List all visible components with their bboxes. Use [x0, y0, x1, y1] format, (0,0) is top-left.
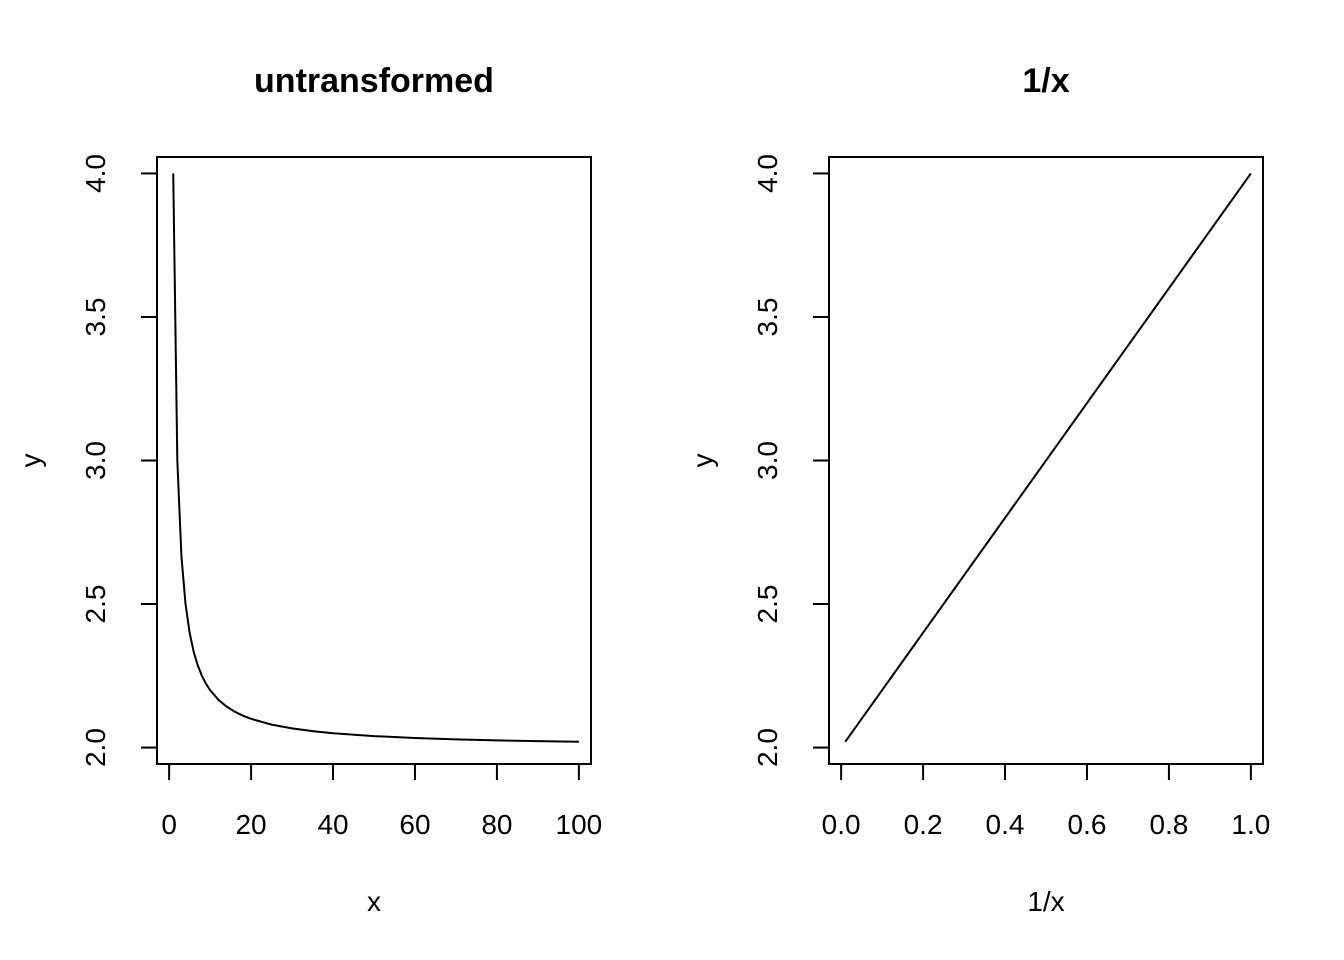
x-tick-label: 60 [399, 809, 430, 840]
y-tick-label: 2.5 [80, 585, 111, 624]
y-tick-label: 2.0 [752, 728, 783, 767]
x-tick-label: 0 [161, 809, 177, 840]
chart-title: untransformed [254, 62, 494, 100]
x-axis-label: 1/x [1027, 886, 1064, 917]
plot-frame [156, 156, 592, 765]
panel-reciprocal: 1/x 0.0 0.2 0.4 0.6 0.8 1.0 2.0 2.5 3.0 3.5 4.0 1… [687, 62, 1270, 917]
y-axis: 2.0 2.5 3.0 3.5 4.0 [752, 154, 830, 767]
y-axis: 2.0 2.5 3.0 3.5 4.0 [80, 154, 158, 767]
chart-title: 1/x [1022, 62, 1069, 100]
y-tick-label: 2.0 [80, 728, 111, 767]
y-tick-label: 3.5 [80, 298, 111, 337]
y-tick-label: 3.0 [752, 441, 783, 480]
panel-untransformed: untransformed 0 20 40 60 80 100 2.0 2.5 3.0 3.5 4… [15, 62, 602, 917]
x-tick-label: 40 [317, 809, 348, 840]
x-tick-label: 1.0 [1231, 809, 1270, 840]
x-tick-label: 20 [235, 809, 266, 840]
series-line [172, 173, 579, 743]
y-tick-label: 4.0 [80, 154, 111, 193]
y-tick-label: 2.5 [752, 585, 783, 624]
x-axis: 0.0 0.2 0.4 0.6 0.8 1.0 [822, 763, 1270, 840]
x-tick-label: 0.2 [904, 809, 943, 840]
y-tick-label: 4.0 [752, 154, 783, 193]
x-tick-label: 100 [556, 809, 603, 840]
x-tick-label: 0.6 [1068, 809, 1107, 840]
x-tick-label: 80 [481, 809, 512, 840]
x-axis-label: x [367, 886, 381, 917]
y-axis-label: y [687, 454, 718, 468]
series-line [844, 172, 1252, 743]
x-tick-label: 0.0 [822, 809, 861, 840]
x-tick-label: 0.4 [986, 809, 1025, 840]
y-tick-label: 3.0 [80, 441, 111, 480]
x-axis: 0 20 40 60 80 100 [161, 763, 603, 840]
x-tick-label: 0.8 [1149, 809, 1188, 840]
y-axis-label: y [15, 454, 46, 468]
y-tick-label: 3.5 [752, 298, 783, 337]
